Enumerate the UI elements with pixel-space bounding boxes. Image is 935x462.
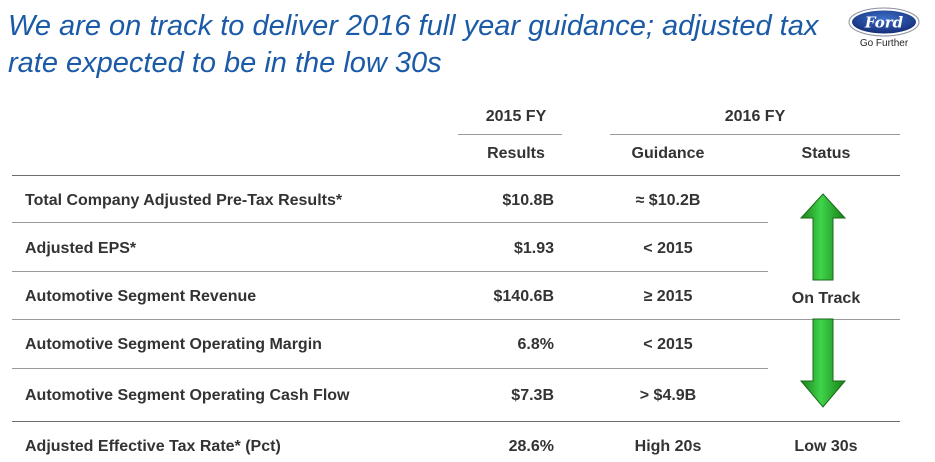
row-metric: Automotive Segment Operating Margin bbox=[25, 336, 322, 353]
row-status: Low 30s bbox=[794, 438, 858, 455]
status-on-track: On Track bbox=[791, 290, 861, 307]
logo-tagline: Go Further bbox=[859, 38, 909, 49]
row-guidance: < 2015 bbox=[643, 336, 693, 353]
row-metric: Adjusted Effective Tax Rate* (Pct) bbox=[25, 438, 281, 455]
header-2016-fy: 2016 FY bbox=[724, 108, 786, 125]
table-top-rule bbox=[12, 175, 900, 176]
row-results: $1.93 bbox=[513, 240, 554, 257]
row-results: $7.3B bbox=[511, 387, 554, 404]
col-header-results: Results bbox=[487, 145, 545, 162]
ford-logo: Ford Go Further bbox=[848, 7, 920, 49]
slide-title: We are on track to deliver 2016 full yea… bbox=[8, 10, 819, 79]
col-header-guidance: Guidance bbox=[631, 145, 705, 162]
row-guidance: High 20s bbox=[634, 438, 702, 455]
row-guidance: ≈ $10.2B bbox=[635, 192, 701, 209]
header-2015-underline bbox=[458, 134, 562, 135]
row-results: 28.6% bbox=[508, 438, 554, 455]
row-metric: Automotive Segment Operating Cash Flow bbox=[25, 387, 350, 404]
row-results: 6.8% bbox=[517, 336, 554, 353]
row-divider bbox=[12, 421, 900, 422]
row-metric: Total Company Adjusted Pre-Tax Results* bbox=[25, 192, 343, 209]
arrow-down-icon bbox=[800, 318, 846, 408]
row-metric: Automotive Segment Revenue bbox=[25, 288, 257, 305]
row-results: $10.8B bbox=[502, 192, 554, 209]
header-2016-underline bbox=[610, 134, 900, 135]
row-divider bbox=[12, 319, 900, 320]
row-guidance: > $4.9B bbox=[639, 387, 697, 404]
row-divider bbox=[12, 368, 768, 369]
row-divider bbox=[12, 271, 768, 272]
col-header-status: Status bbox=[801, 145, 851, 162]
ford-wordmark: Ford bbox=[864, 14, 904, 32]
row-metric: Adjusted EPS* bbox=[25, 240, 137, 257]
row-results: $140.6B bbox=[493, 288, 555, 305]
arrow-up-icon bbox=[800, 193, 846, 281]
header-2015-fy: 2015 FY bbox=[485, 108, 547, 125]
row-guidance: ≥ 2015 bbox=[643, 288, 693, 305]
ford-oval-icon: Ford bbox=[848, 7, 920, 37]
row-divider bbox=[12, 222, 768, 223]
row-guidance: < 2015 bbox=[643, 240, 693, 257]
